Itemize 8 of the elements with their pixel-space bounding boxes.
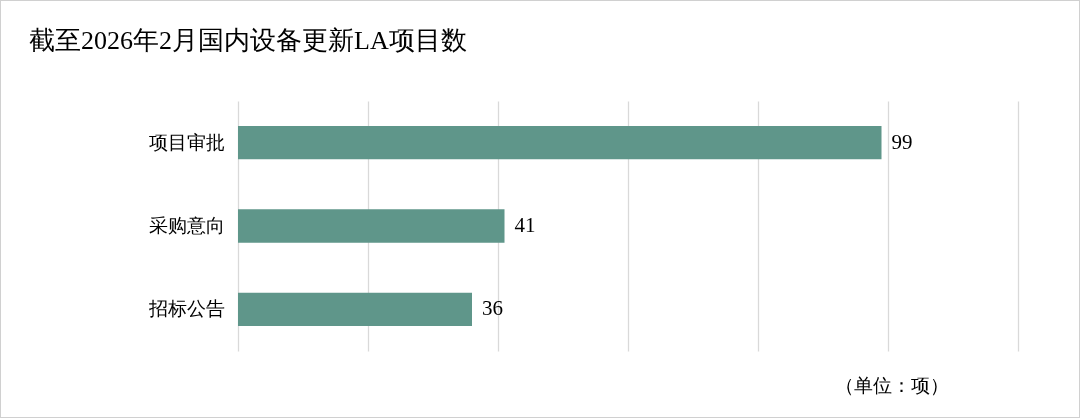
y-tick-label: 采购意向	[148, 215, 225, 236]
data-label: 99	[891, 129, 913, 154]
data-label: 41	[514, 213, 536, 237]
y-tick-label: 项目审批	[148, 131, 225, 153]
y-tick-label: 招标公告	[147, 298, 225, 320]
data-label: 36	[482, 296, 503, 321]
chart-title: 截至2026年2月国内设备更新LA项目数	[29, 25, 467, 57]
text: （单位：项）	[835, 374, 949, 398]
